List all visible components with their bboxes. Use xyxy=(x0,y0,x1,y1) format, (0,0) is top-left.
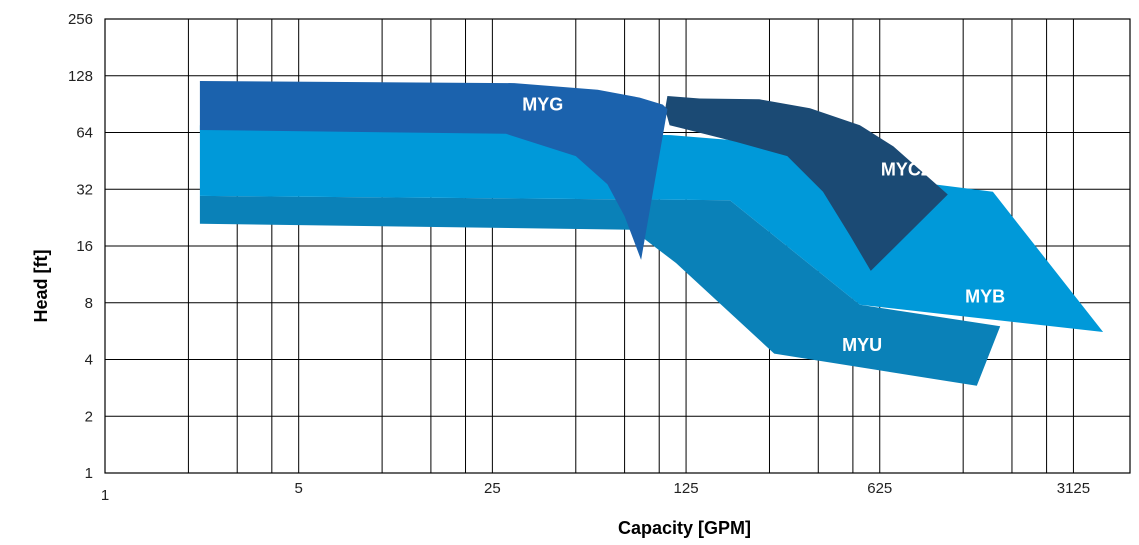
tick-labels: 1 5 25 125 625 3125 1 2 4 8 16 32 64 128 256 xyxy=(68,11,1090,504)
series-labels: MYU MYB MYCZ MYG xyxy=(522,94,1005,355)
series-label-myb: MYB xyxy=(965,287,1005,307)
x-tick-label: 625 xyxy=(867,480,892,497)
y-tick-label: 4 xyxy=(85,352,93,369)
x-tick-label: 25 xyxy=(484,480,501,497)
series-label-myu: MYU xyxy=(842,335,882,355)
y-tick-label: 256 xyxy=(68,11,93,28)
y-axis-title: Head [ft] xyxy=(31,250,51,323)
x-tick-label: 3125 xyxy=(1057,480,1090,497)
y-tick-label: 128 xyxy=(68,68,93,85)
series-area-myg xyxy=(199,81,668,260)
plot-frame xyxy=(104,18,1131,474)
y-tick-label: 2 xyxy=(85,408,93,425)
y-tick-label: 8 xyxy=(85,295,93,312)
x-tick-label: 5 xyxy=(295,480,303,497)
x-tick-label: 125 xyxy=(674,480,699,497)
series-label-mycz: MYCZ xyxy=(881,160,932,180)
y-tick-label: 64 xyxy=(76,125,93,142)
y-tick-label: 16 xyxy=(76,238,93,255)
y-tick-label: 1 xyxy=(85,465,93,482)
series-label-myg: MYG xyxy=(522,94,563,114)
series-area-myu xyxy=(199,195,1001,386)
x-axis-title: Capacity [GPM] xyxy=(618,518,751,538)
y-tick-label: 32 xyxy=(76,181,93,198)
series-area-mycz xyxy=(665,96,948,271)
x-tick-label: 1 xyxy=(101,487,109,504)
series-areas xyxy=(199,81,1104,386)
